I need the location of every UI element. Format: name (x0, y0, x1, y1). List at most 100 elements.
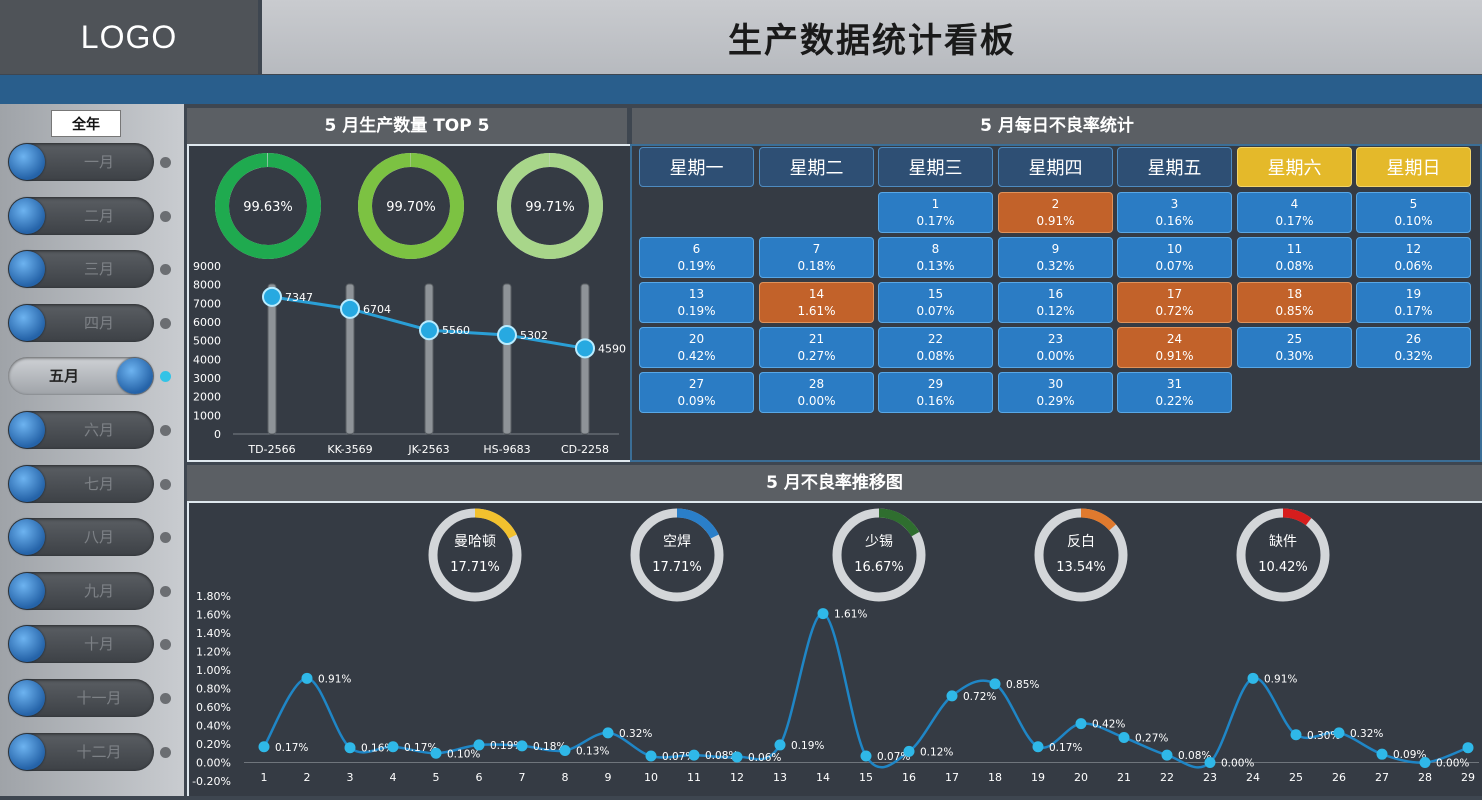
trend-title: 5 月不良率推移图 (187, 465, 1482, 501)
calendar-day-cell[interactable]: 30 0.29% (998, 372, 1113, 413)
defect-rate: 0.16% (1155, 214, 1194, 228)
calendar-day-cell[interactable]: 1 0.17% (878, 192, 993, 233)
trend-y-tick: 1.20% (196, 646, 231, 659)
calendar-day-cell[interactable]: 21 0.27% (759, 327, 874, 368)
calendar-day-cell[interactable]: 4 0.17% (1237, 192, 1352, 233)
calendar-day-cell[interactable]: 5 0.10% (1356, 192, 1471, 233)
trend-x-label: 12 (730, 771, 744, 784)
month-indicator-dot (160, 371, 171, 383)
trend-point (1075, 718, 1087, 730)
defect-donut-3-arc (832, 508, 926, 602)
trend-x-label: 21 (1117, 771, 1131, 784)
full-year-button[interactable]: 全年 (51, 110, 121, 137)
toggle-knob (117, 358, 153, 395)
calendar-day-cell[interactable]: 13 0.19% (639, 282, 754, 323)
month-toggle-5[interactable]: 五月 (8, 357, 154, 396)
calendar-day-cell[interactable]: 25 0.30% (1237, 327, 1352, 368)
month-toggle-11[interactable]: 十一月 (8, 679, 154, 717)
trend-point (1462, 742, 1474, 754)
month-toggle-10[interactable]: 十月 (8, 625, 154, 664)
trend-y-tick: 0.40% (196, 720, 231, 733)
month-label: 二月 (83, 206, 114, 225)
defect-donut-5-arc (1236, 508, 1330, 602)
toggle-knob (9, 733, 45, 770)
trend-value-label: 0.09% (1393, 749, 1426, 761)
calendar-day-cell[interactable]: 10 0.07% (1117, 237, 1232, 278)
month-toggle-6[interactable]: 六月 (8, 411, 154, 449)
trend-value-label: 0.08% (1178, 750, 1211, 762)
trend-panel: 曼哈顿 17.71% 空焊 17.71% 少锡 16.67% 反白 13.54% 缺件 10.42… (187, 501, 1482, 796)
x-category-label: HS-9683 (483, 443, 530, 456)
trend-x-label: 20 (1074, 771, 1088, 784)
trend-value-label: 0.13% (576, 745, 609, 757)
month-toggle-4[interactable]: 四月 (8, 303, 154, 342)
trend-y-tick: 0.60% (196, 701, 231, 714)
calendar-day-cell[interactable]: 22 0.08% (878, 327, 993, 368)
calendar-day-cell[interactable]: 14 1.61% (759, 282, 874, 323)
defect-rate: 0.17% (1394, 304, 1433, 318)
trend-value-label: 0.91% (318, 673, 351, 685)
day-number: 28 (808, 377, 825, 391)
trend-x-label: 22 (1160, 771, 1174, 784)
calendar-day-cell[interactable]: 15 0.07% (878, 282, 993, 323)
trend-y-tick: -0.20% (192, 775, 231, 788)
trend-x-label: 10 (644, 771, 658, 784)
calendar-day-cell[interactable]: 18 0.85% (1237, 282, 1352, 323)
trend-point (1204, 757, 1216, 768)
calendar-day-cell[interactable]: 29 0.16% (878, 372, 993, 413)
trend-x-label: 25 (1289, 771, 1303, 784)
calendar-day-cell[interactable]: 19 0.17% (1356, 282, 1471, 323)
trend-x-label: 23 (1203, 771, 1217, 784)
calendar-day-cell[interactable]: 16 0.12% (998, 282, 1113, 323)
month-toggle-1[interactable]: 一月 (8, 143, 154, 181)
y-tick-label: 6000 (193, 316, 221, 329)
calendar-day-cell[interactable]: 7 0.18% (759, 237, 874, 278)
month-toggle-12[interactable]: 十二月 (8, 732, 154, 771)
calendar-day-cell[interactable]: 11 0.08% (1237, 237, 1352, 278)
trend-x-label: 1 (261, 771, 268, 784)
month-toggle-3[interactable]: 三月 (8, 250, 154, 289)
defect-rate: 0.85% (1275, 304, 1314, 318)
defect-donut-2-arc (630, 508, 724, 602)
day-number: 3 (1170, 197, 1179, 211)
month-indicator-dot (160, 639, 171, 651)
calendar-day-cell[interactable]: 28 0.00% (759, 372, 874, 413)
month-toggle-8[interactable]: 八月 (8, 518, 154, 557)
trend-x-label: 26 (1332, 771, 1346, 784)
trend-point (817, 608, 829, 620)
calendar-day-cell[interactable]: 31 0.22% (1117, 372, 1232, 413)
dashboard-title-bar: 生产数据统计看板 (262, 0, 1482, 74)
month-label: 一月 (83, 153, 114, 171)
weekday-header-5: 星期五 (1117, 147, 1232, 187)
defect-name: 反白 (1067, 534, 1095, 550)
calendar-day-cell[interactable]: 9 0.32% (998, 237, 1113, 278)
trend-x-label: 2 (304, 771, 311, 784)
month-toggle-2[interactable]: 二月 (8, 196, 154, 235)
toggle-knob (9, 572, 45, 609)
calendar-day-cell[interactable]: 26 0.32% (1356, 327, 1471, 368)
calendar-day-cell[interactable]: 6 0.19% (639, 237, 754, 278)
calendar-day-cell[interactable]: 27 0.09% (639, 372, 754, 413)
trend-x-label: 28 (1418, 771, 1432, 784)
calendar-day-cell[interactable]: 8 0.13% (878, 237, 993, 278)
month-toggle-7[interactable]: 七月 (8, 464, 154, 503)
trend-x-label: 24 (1246, 771, 1260, 784)
defect-donut-1-arc (428, 508, 522, 602)
calendar-day-cell[interactable]: 23 0.00% (998, 327, 1113, 368)
weekday-header-6: 星期六 (1237, 147, 1352, 187)
y-tick-label: 5000 (193, 335, 221, 348)
month-indicator-dot (160, 532, 171, 544)
calendar-day-cell[interactable]: 17 0.72% (1117, 282, 1232, 323)
calendar-day-cell[interactable]: 24 0.91% (1117, 327, 1232, 368)
month-toggle-9[interactable]: 九月 (8, 571, 154, 610)
defect-ratio: 10.42% (1258, 560, 1308, 575)
calendar-day-cell[interactable]: 20 0.42% (639, 327, 754, 368)
calendar-day-cell[interactable]: 12 0.06% (1356, 237, 1471, 278)
defect-rate: 0.18% (797, 259, 836, 273)
trend-point (903, 745, 915, 757)
calendar-day-cell[interactable]: 2 0.91% (998, 192, 1113, 233)
calendar-day-cell[interactable]: 3 0.16% (1117, 192, 1232, 233)
defect-rate: 0.06% (1394, 259, 1433, 273)
toggle-knob (9, 197, 45, 234)
calendar-title: 5 月每日不良率统计 (632, 108, 1482, 144)
